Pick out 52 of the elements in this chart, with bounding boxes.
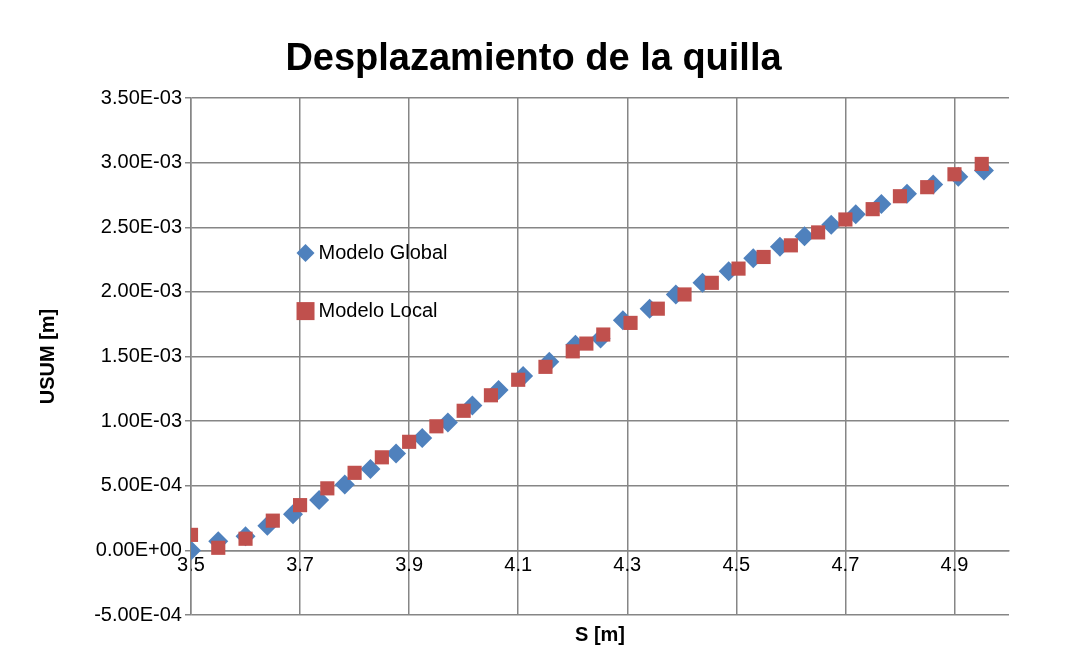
y-tick-label: 2.00E-03 bbox=[100, 279, 182, 302]
point bbox=[429, 419, 444, 434]
point bbox=[360, 458, 381, 479]
x-tick-label: 4.5 bbox=[722, 552, 751, 575]
point bbox=[293, 498, 308, 513]
point bbox=[265, 513, 280, 528]
x-tick-label: 3.9 bbox=[395, 552, 424, 575]
x-tick-label: 4.9 bbox=[940, 552, 969, 575]
x-axis-title: S [m] bbox=[575, 622, 625, 645]
point bbox=[483, 388, 498, 403]
point bbox=[892, 189, 907, 204]
y-tick-label: 2.50E-03 bbox=[100, 214, 182, 237]
legend-label: Modelo Local bbox=[318, 298, 438, 321]
point bbox=[511, 372, 526, 387]
chart-title: Desplazamiento de la quilla bbox=[285, 36, 783, 79]
y-tick-label: 1.50E-03 bbox=[100, 344, 182, 367]
x-tick-label: 4.3 bbox=[613, 552, 642, 575]
point bbox=[838, 212, 853, 227]
point bbox=[565, 344, 580, 359]
x-tick-label: 4.7 bbox=[831, 552, 860, 575]
y-tick-label: 3.50E-03 bbox=[100, 85, 182, 108]
y-tick-label: 3.00E-03 bbox=[100, 150, 182, 173]
y-tick-label: -5.00E-04 bbox=[94, 602, 182, 625]
point bbox=[334, 474, 355, 495]
point bbox=[320, 481, 335, 496]
point bbox=[538, 359, 553, 374]
point bbox=[623, 315, 638, 330]
y-tick-label: 5.00E-04 bbox=[100, 473, 182, 496]
point bbox=[579, 336, 594, 351]
point bbox=[974, 156, 989, 171]
point bbox=[347, 465, 362, 480]
point bbox=[811, 225, 826, 240]
legend-label: Modelo Global bbox=[318, 240, 448, 263]
point bbox=[386, 443, 407, 464]
point bbox=[865, 202, 880, 217]
point bbox=[704, 275, 719, 290]
point bbox=[650, 301, 665, 316]
point bbox=[211, 540, 226, 555]
point bbox=[402, 434, 417, 449]
x-tick-label: 3.7 bbox=[286, 552, 314, 575]
point bbox=[756, 249, 771, 265]
x-tick-label: 4.1 bbox=[504, 552, 533, 575]
y-tick-label: 1.00E-03 bbox=[100, 408, 182, 431]
point bbox=[374, 450, 389, 465]
point bbox=[920, 180, 935, 195]
point bbox=[731, 261, 746, 276]
point bbox=[456, 403, 471, 418]
y-axis-title: USUM [m] bbox=[35, 308, 58, 405]
point bbox=[677, 287, 692, 302]
point bbox=[783, 238, 798, 253]
point bbox=[596, 327, 611, 342]
point bbox=[309, 489, 330, 510]
